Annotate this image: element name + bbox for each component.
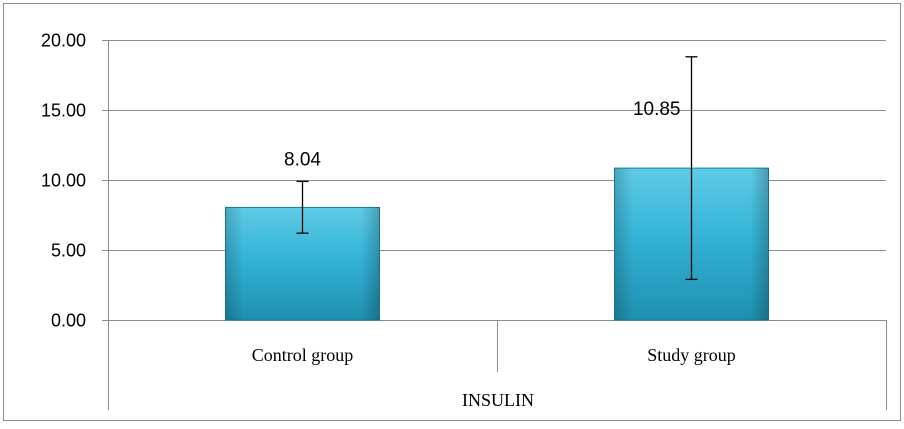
chart-border [3, 3, 901, 421]
x-category-label: Study group [647, 345, 736, 365]
x-category-label: Control group [252, 345, 354, 365]
y-tick-label: 5.00 [51, 241, 86, 261]
x-group-label: INSULIN [462, 390, 534, 410]
x-category-labels: Control group Study group [252, 345, 736, 365]
value-labels: 8.04 10.85 [284, 99, 680, 170]
value-label: 10.85 [633, 99, 681, 120]
value-label: 8.04 [284, 149, 321, 170]
y-tick-labels: 0.00 5.00 10.00 15.00 20.00 [41, 31, 86, 331]
y-tick-label: 10.00 [41, 171, 86, 191]
bars [225, 167, 769, 321]
axes [108, 40, 887, 410]
y-tick-label: 0.00 [51, 311, 86, 331]
y-tick-label: 20.00 [41, 31, 86, 51]
error-bars [296, 56, 698, 281]
error-bar [685, 56, 698, 281]
error-bar [296, 180, 309, 234]
y-tick-label: 15.00 [41, 101, 86, 121]
